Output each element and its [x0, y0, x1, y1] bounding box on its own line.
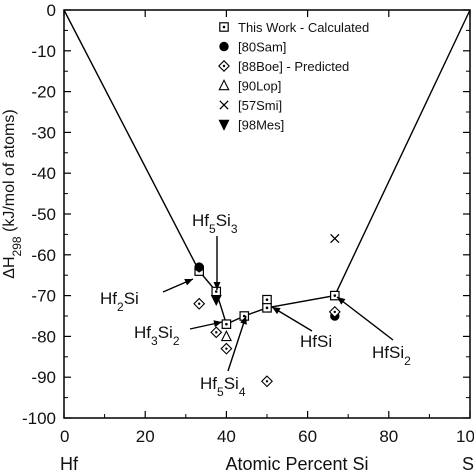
- annotation-leader-line: [336, 296, 394, 341]
- legend-label: [80Sam]: [238, 40, 286, 55]
- x-marker-stroke: [330, 233, 340, 244]
- legend-marker-x: [219, 100, 229, 110]
- circle-marker: [194, 262, 204, 272]
- circle-marker: [219, 41, 229, 52]
- y-tick-label: -80: [31, 327, 56, 346]
- annotation-arrowhead: [213, 320, 222, 328]
- y-axis-label: ΔH298 (kJ/mol of atoms): [1, 109, 24, 278]
- square-marker-dot: [265, 306, 269, 310]
- annotation-label: HfSi: [300, 332, 332, 351]
- data-point-filled-circle: [194, 262, 204, 272]
- x-tick-label: 20: [136, 427, 155, 446]
- x-end-label-hf: Hf: [60, 454, 79, 474]
- annotation-leader-line: [227, 315, 247, 372]
- diamond-marker-dot: [333, 310, 337, 314]
- square-marker-dot: [242, 314, 246, 318]
- x-tick-label: 60: [298, 427, 317, 446]
- legend-marker-diamond: [218, 60, 230, 72]
- annotation-arrowhead: [184, 278, 193, 286]
- axis-labels: Atomic Percent SiHfSiΔH298 (kJ/mol of at…: [1, 109, 474, 474]
- y-tick-label: -30: [31, 123, 56, 142]
- data-point-diamond: [261, 375, 273, 388]
- data-point-x: [330, 233, 340, 244]
- annotation-label: Hf3Si2: [134, 323, 180, 348]
- annotation-label: Hf5Si3: [192, 211, 238, 236]
- data-point-square-dot: [211, 286, 222, 297]
- data-point-triangle-up: [220, 329, 232, 342]
- data-point-diamond: [328, 305, 341, 318]
- square-marker-dot: [222, 25, 226, 29]
- data-point-diamond: [220, 342, 233, 355]
- triangle-down-marker: [218, 119, 230, 131]
- legend-label: [98Mes]: [238, 118, 284, 133]
- data-point-triangle-down: [210, 294, 222, 306]
- x-tick-label: 0: [60, 427, 69, 446]
- y-tick-label: -70: [31, 287, 56, 306]
- square-marker-dot: [265, 298, 269, 301]
- triangle-up-marker: [218, 79, 230, 91]
- data-point-square-dot: [330, 290, 340, 301]
- legend-label: This Work - Calculated: [238, 20, 369, 35]
- y-tick-label: -10: [31, 42, 56, 61]
- legend-label: [57Smi]: [238, 98, 282, 113]
- annotation-arrowhead: [272, 307, 281, 315]
- data-point-square-dot: [262, 294, 272, 305]
- annotation-arrowhead: [337, 297, 346, 305]
- hull-line-group: [63, 9, 471, 326]
- y-tick-label: -100: [22, 409, 56, 428]
- y-tick-label: 0: [47, 1, 56, 20]
- annotations: Hf2Si Hf5Si3 Hf3Si2 Hf5Si4 HfSi HfSi2: [100, 211, 411, 399]
- data-markers: [193, 233, 341, 388]
- square-marker-dot: [214, 290, 218, 293]
- x-tick-label: 40: [217, 427, 236, 446]
- y-tick-label: -50: [31, 205, 56, 224]
- diamond-marker-dot: [222, 64, 226, 68]
- x-tick-label: 100: [456, 427, 474, 446]
- data-point-diamond: [193, 297, 206, 310]
- annotation-arrowhead: [240, 316, 247, 325]
- triangle-down-marker: [210, 294, 222, 306]
- legend-label: [88Boe] - Predicted: [238, 59, 349, 74]
- convex-hull-line: [63, 9, 471, 326]
- square-marker-dot: [225, 322, 228, 326]
- legend: This Work - Calculated [80Sam] [88Boe] - P…: [218, 20, 369, 133]
- data-point-square-dot: [221, 319, 232, 329]
- x-marker-stroke: [219, 100, 229, 110]
- legend-marker-filled-circle: [219, 41, 229, 52]
- x-end-label-si: Si: [462, 454, 474, 474]
- annotation-label: Hf2Si: [100, 289, 139, 314]
- legend-label: [90Lop]: [238, 79, 281, 94]
- y-tick-label: -40: [31, 164, 56, 183]
- data-point-diamond: [210, 326, 223, 339]
- legend-marker-triangle-down: [218, 119, 230, 131]
- diamond-marker-dot: [225, 347, 228, 350]
- data-point-square-dot: [262, 303, 272, 313]
- y-tick-label: -60: [31, 246, 56, 265]
- annotation-label: HfSi2: [372, 343, 411, 368]
- y-tick-label: -20: [31, 83, 56, 102]
- annotation-label: Hf5Si4: [200, 374, 246, 399]
- x-tick-label: 80: [379, 427, 398, 446]
- x-axis-label: Atomic Percent Si: [225, 454, 368, 474]
- legend-marker-triangle-up: [218, 79, 230, 91]
- diamond-marker-dot: [215, 331, 218, 334]
- legend-marker-square-dot: [219, 22, 229, 32]
- y-tick-label: -90: [31, 368, 56, 387]
- triangle-up-marker: [220, 329, 232, 342]
- diamond-marker-dot: [265, 380, 269, 383]
- square-marker-dot: [333, 294, 337, 297]
- diamond-marker-dot: [197, 302, 201, 305]
- annotation-arrowhead: [213, 282, 221, 290]
